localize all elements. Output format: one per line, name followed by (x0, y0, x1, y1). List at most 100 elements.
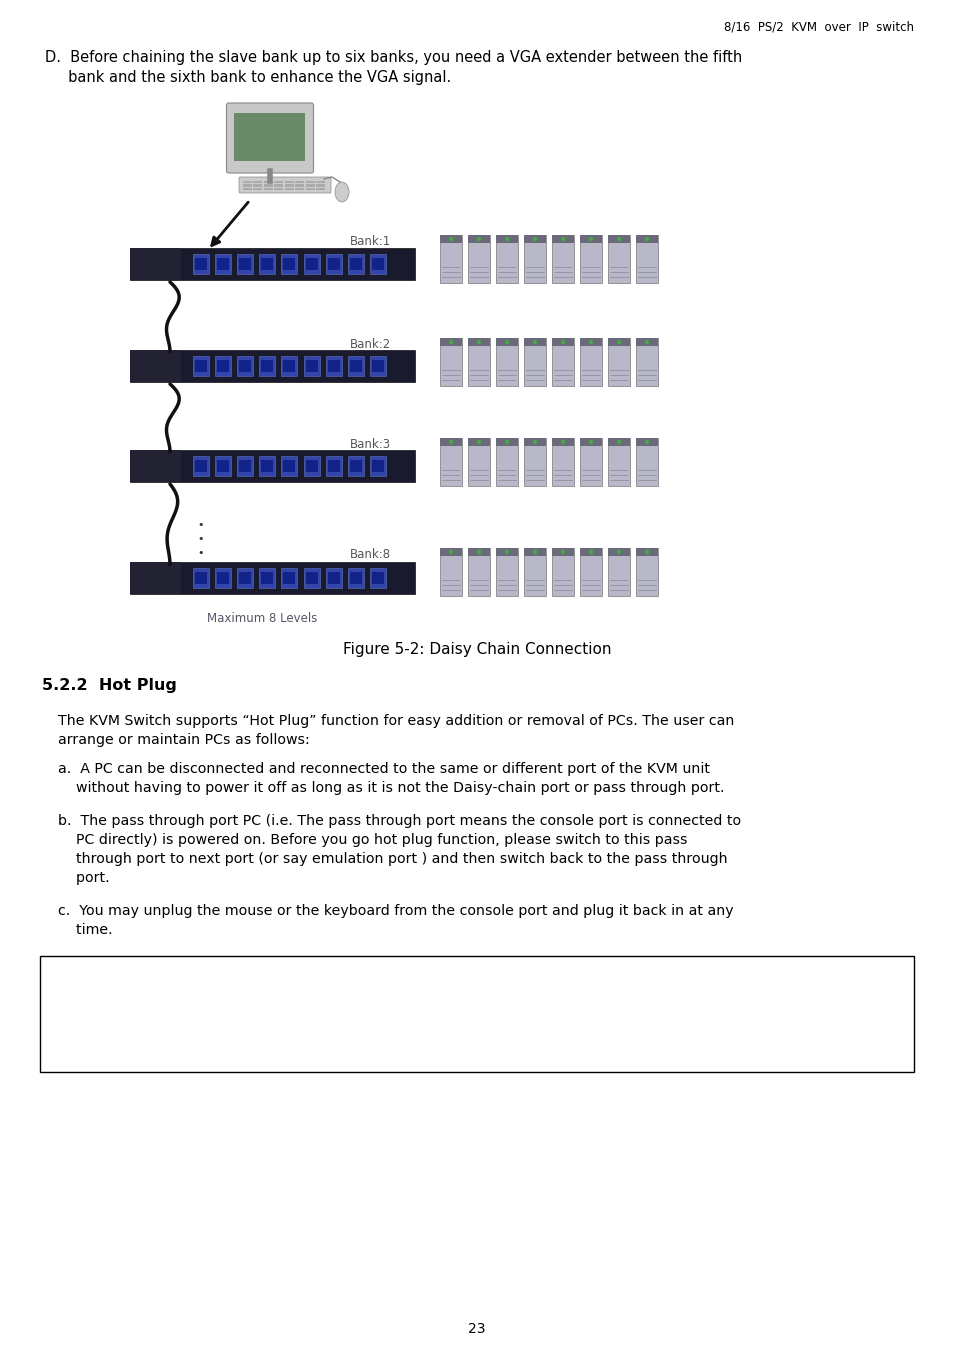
FancyBboxPatch shape (130, 450, 415, 482)
Bar (283, 459, 295, 473)
Text: 23: 23 (468, 1323, 485, 1336)
FancyBboxPatch shape (306, 181, 314, 182)
FancyBboxPatch shape (130, 450, 181, 482)
Bar (552, 338, 574, 346)
FancyBboxPatch shape (236, 457, 253, 476)
FancyBboxPatch shape (552, 338, 574, 386)
Bar (468, 338, 490, 346)
FancyBboxPatch shape (264, 181, 273, 182)
FancyBboxPatch shape (295, 184, 304, 186)
Bar (523, 338, 545, 346)
Text: N: N (48, 963, 61, 978)
FancyBboxPatch shape (303, 357, 319, 376)
Bar (439, 438, 461, 446)
FancyBboxPatch shape (236, 569, 253, 588)
Circle shape (533, 238, 536, 240)
Bar (350, 571, 361, 585)
Bar (350, 359, 361, 373)
Text: time.: time. (58, 923, 112, 938)
Circle shape (449, 440, 452, 443)
FancyBboxPatch shape (636, 438, 658, 486)
Bar (305, 459, 317, 473)
FancyBboxPatch shape (370, 569, 386, 588)
Circle shape (617, 550, 619, 554)
Text: D.  Before chaining the slave bank up to six banks, you need a VGA extender betw: D. Before chaining the slave bank up to … (45, 50, 741, 65)
Bar (328, 258, 339, 270)
FancyBboxPatch shape (281, 357, 297, 376)
Bar (579, 549, 601, 557)
Circle shape (617, 440, 619, 443)
Circle shape (561, 440, 564, 443)
FancyBboxPatch shape (316, 188, 325, 190)
Circle shape (589, 340, 592, 343)
Text: c.  You may unplug the mouse or the keyboard from the console port and plug it b: c. You may unplug the mouse or the keybo… (58, 904, 733, 917)
FancyBboxPatch shape (253, 184, 262, 186)
Circle shape (561, 340, 564, 343)
Bar (216, 258, 229, 270)
Text: Figure 5-2: Daisy Chain Connection: Figure 5-2: Daisy Chain Connection (342, 642, 611, 657)
Circle shape (617, 340, 619, 343)
Text: OTE:: OTE: (58, 966, 91, 978)
FancyBboxPatch shape (303, 254, 319, 274)
Text: •: • (196, 549, 203, 558)
FancyBboxPatch shape (316, 181, 325, 182)
Circle shape (477, 238, 480, 240)
FancyBboxPatch shape (325, 569, 341, 588)
FancyBboxPatch shape (523, 235, 545, 282)
FancyBboxPatch shape (348, 254, 363, 274)
FancyBboxPatch shape (253, 188, 262, 190)
FancyBboxPatch shape (439, 549, 461, 596)
FancyBboxPatch shape (316, 184, 325, 186)
Bar (496, 338, 517, 346)
FancyBboxPatch shape (496, 235, 517, 282)
Text: 8/16  PS/2  KVM  over  IP  switch: 8/16 PS/2 KVM over IP switch (723, 20, 913, 32)
Bar (523, 438, 545, 446)
FancyBboxPatch shape (130, 249, 181, 280)
Circle shape (449, 340, 452, 343)
Bar (328, 359, 339, 373)
Bar (607, 549, 629, 557)
FancyBboxPatch shape (285, 184, 294, 186)
Bar (636, 338, 658, 346)
Text: through port to next port (or say emulation port ) and then switch back to the p: through port to next port (or say emulat… (58, 852, 727, 866)
Bar (607, 235, 629, 243)
FancyBboxPatch shape (579, 549, 601, 596)
FancyBboxPatch shape (607, 549, 629, 596)
Bar (372, 258, 384, 270)
FancyBboxPatch shape (236, 357, 253, 376)
Bar (496, 235, 517, 243)
Text: •: • (196, 534, 203, 544)
FancyBboxPatch shape (439, 338, 461, 386)
Text: The KVM Switch supports “Hot Plug” function for easy addition or removal of PCs.: The KVM Switch supports “Hot Plug” funct… (58, 713, 734, 728)
Bar (579, 338, 601, 346)
FancyBboxPatch shape (274, 184, 283, 186)
Bar (350, 258, 361, 270)
Bar (216, 359, 229, 373)
Bar (372, 571, 384, 585)
Circle shape (449, 238, 452, 240)
Text: Some O.S. (Operation Systems) like SCO Unix are unable to support “ Hot Plug ” f: Some O.S. (Operation Systems) like SCO U… (48, 984, 662, 998)
Bar (239, 258, 251, 270)
Bar (239, 359, 251, 373)
Bar (439, 235, 461, 243)
Text: bank and the sixth bank to enhance the VGA signal.: bank and the sixth bank to enhance the V… (45, 70, 451, 85)
Bar (350, 459, 361, 473)
FancyBboxPatch shape (325, 254, 341, 274)
Bar (523, 235, 545, 243)
FancyBboxPatch shape (303, 457, 319, 476)
Bar (305, 359, 317, 373)
FancyBboxPatch shape (281, 457, 297, 476)
Bar (468, 549, 490, 557)
Bar (328, 459, 339, 473)
FancyBboxPatch shape (214, 569, 231, 588)
Circle shape (477, 440, 480, 443)
FancyBboxPatch shape (259, 569, 274, 588)
FancyBboxPatch shape (579, 338, 601, 386)
Text: If you apply “Hot Plug” to this kind of O.S., it will cause unpredictable behavi: If you apply “Hot Plug” to this kind of … (48, 1004, 639, 1019)
Text: port.: port. (58, 871, 110, 885)
FancyBboxPatch shape (274, 188, 283, 190)
FancyBboxPatch shape (193, 457, 209, 476)
Circle shape (589, 238, 592, 240)
Bar (636, 549, 658, 557)
Circle shape (645, 550, 648, 554)
